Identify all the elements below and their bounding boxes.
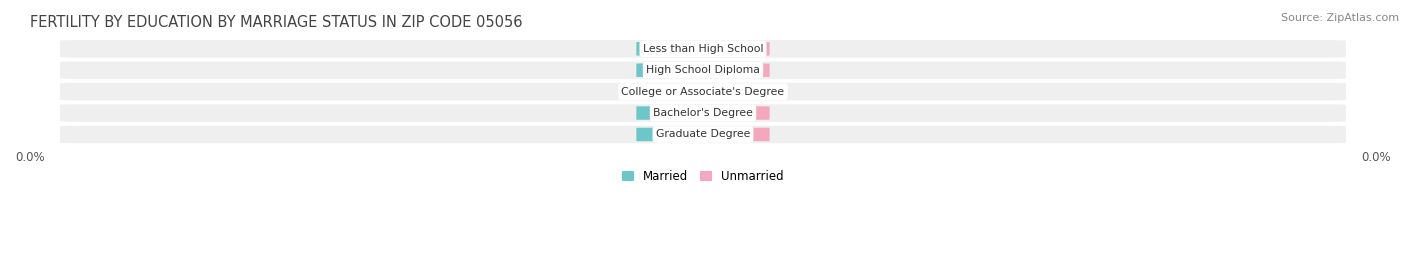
- FancyBboxPatch shape: [637, 42, 703, 55]
- FancyBboxPatch shape: [637, 128, 703, 141]
- Text: 0.0%: 0.0%: [724, 109, 749, 118]
- FancyBboxPatch shape: [60, 104, 1346, 122]
- Text: College or Associate's Degree: College or Associate's Degree: [621, 87, 785, 97]
- Text: Less than High School: Less than High School: [643, 44, 763, 54]
- Text: 0.0%: 0.0%: [724, 44, 749, 53]
- FancyBboxPatch shape: [637, 63, 703, 77]
- Text: 0.0%: 0.0%: [657, 66, 682, 75]
- Text: Graduate Degree: Graduate Degree: [655, 129, 751, 139]
- FancyBboxPatch shape: [637, 106, 703, 120]
- FancyBboxPatch shape: [703, 128, 769, 141]
- Text: 0.0%: 0.0%: [724, 87, 749, 96]
- Text: 0.0%: 0.0%: [724, 130, 749, 139]
- Text: 0.0%: 0.0%: [657, 109, 682, 118]
- FancyBboxPatch shape: [703, 85, 769, 98]
- Text: Source: ZipAtlas.com: Source: ZipAtlas.com: [1281, 13, 1399, 23]
- FancyBboxPatch shape: [60, 40, 1346, 58]
- FancyBboxPatch shape: [637, 85, 703, 98]
- Text: 0.0%: 0.0%: [657, 130, 682, 139]
- FancyBboxPatch shape: [60, 83, 1346, 100]
- Text: 0.0%: 0.0%: [724, 66, 749, 75]
- Legend: Married, Unmarried: Married, Unmarried: [617, 165, 789, 187]
- Text: FERTILITY BY EDUCATION BY MARRIAGE STATUS IN ZIP CODE 05056: FERTILITY BY EDUCATION BY MARRIAGE STATU…: [30, 15, 522, 30]
- Text: Bachelor's Degree: Bachelor's Degree: [652, 108, 754, 118]
- Text: High School Diploma: High School Diploma: [647, 65, 759, 75]
- Text: 0.0%: 0.0%: [657, 44, 682, 53]
- FancyBboxPatch shape: [60, 126, 1346, 143]
- FancyBboxPatch shape: [703, 106, 769, 120]
- Text: 0.0%: 0.0%: [657, 87, 682, 96]
- FancyBboxPatch shape: [703, 63, 769, 77]
- FancyBboxPatch shape: [60, 61, 1346, 79]
- FancyBboxPatch shape: [703, 42, 769, 55]
